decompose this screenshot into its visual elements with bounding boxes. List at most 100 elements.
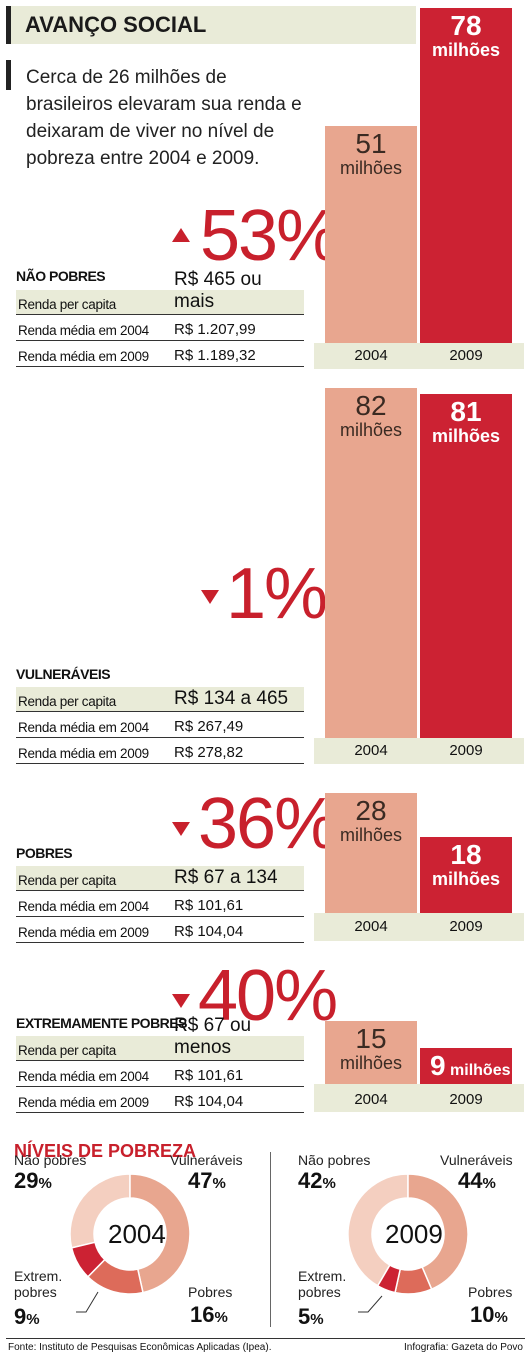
change-percent: 53% xyxy=(200,196,340,276)
row-value: R$ 278,82 xyxy=(174,744,244,761)
bar-unit: milhões xyxy=(450,1062,511,1079)
row-label: Renda per capita xyxy=(18,873,117,888)
value-nao-pobres: 29% xyxy=(14,1168,52,1194)
row-per-capita: Renda per capita R$ 67 a 134 xyxy=(16,866,304,891)
bar-2009 xyxy=(420,1048,512,1084)
slice-nao-pobres xyxy=(347,1173,409,1287)
down-arrow-icon xyxy=(172,822,190,836)
slice-extrem xyxy=(70,1241,106,1278)
value-vulneraveis: 44% xyxy=(458,1168,496,1194)
row-label: Renda per capita xyxy=(18,297,117,312)
bar-value: 78 xyxy=(450,10,482,41)
donut-year: 2009 xyxy=(385,1219,443,1249)
change-percent: 1% xyxy=(226,554,328,634)
row-label: Renda média em 2004 xyxy=(18,720,149,735)
row-label: Renda per capita xyxy=(18,1043,117,1058)
bar-2004: 28 milhões xyxy=(325,793,417,913)
value-pobres: 16% xyxy=(190,1302,228,1328)
bar-2009: 78 milhões xyxy=(420,8,512,343)
year-label-2009: 2009 xyxy=(449,918,483,935)
donut-chart-2009 xyxy=(347,1173,469,1295)
row-renda-2009: Renda média em 2009 R$ 104,04 xyxy=(16,1088,304,1113)
footer-rule xyxy=(6,1338,525,1339)
label-line: Extrem. xyxy=(298,1268,347,1284)
group-title: POBRES xyxy=(16,845,73,861)
bar-chart-footer xyxy=(314,738,524,764)
slice-vulneraveis xyxy=(129,1173,191,1294)
row-renda-2004: Renda média em 2004 R$ 267,49 xyxy=(16,713,304,738)
footer-source: Fonte: Instituto de Pesquisas Econômicas… xyxy=(8,1342,272,1353)
percent-sign: % xyxy=(310,1311,324,1328)
up-arrow-icon xyxy=(172,228,190,242)
row-renda-2009: Renda média em 2009 R$ 1.189,32 xyxy=(16,342,304,367)
percent-sign: % xyxy=(26,1311,40,1328)
row-value: R$ 101,61 xyxy=(174,897,244,914)
label-nao-pobres: Não pobres xyxy=(14,1152,87,1168)
bar-value: 82 xyxy=(355,390,387,421)
value-pobres: 10% xyxy=(470,1302,508,1328)
value-number: 5 xyxy=(298,1304,311,1329)
bar-inline-label: 9 milhões xyxy=(430,1050,511,1082)
year-label-2009: 2009 xyxy=(449,347,483,364)
change-percent: 36% xyxy=(198,784,338,864)
year-label-2004: 2004 xyxy=(354,742,388,759)
percent-sign: % xyxy=(38,1175,52,1192)
row-label: Renda média em 2009 xyxy=(18,925,149,940)
row-label: Renda média em 2004 xyxy=(18,323,149,338)
value-extrem: 5% xyxy=(298,1304,324,1330)
slice-vulneraveis xyxy=(407,1173,469,1291)
row-per-capita: Renda per capita R$ 134 a 465 xyxy=(16,687,304,712)
leader-line xyxy=(358,1295,383,1313)
row-label: Renda média em 2009 xyxy=(18,1095,149,1110)
percent-sign: % xyxy=(494,1309,508,1326)
divider xyxy=(270,1152,271,1327)
percent-sign: % xyxy=(212,1175,226,1192)
bar-unit: milhões xyxy=(431,869,501,889)
value-number: 47 xyxy=(188,1168,213,1193)
intro-text: Cerca de 26 milhões de brasileiros eleva… xyxy=(26,67,302,169)
group-title: NÃO POBRES xyxy=(16,268,106,284)
value-number: 10 xyxy=(470,1302,495,1327)
percent-sign: % xyxy=(214,1309,228,1326)
bar-value: 9 xyxy=(430,1050,446,1081)
label-line: pobres xyxy=(298,1284,341,1300)
label-pobres: Pobres xyxy=(468,1284,513,1300)
section-title: NÍVEIS DE POBREZA xyxy=(14,1141,197,1161)
row-value: R$ 1.189,32 xyxy=(174,347,256,364)
row-value: R$ 267,49 xyxy=(174,718,244,735)
row-renda-2009: Renda média em 2009 R$ 278,82 xyxy=(16,739,304,764)
bar-2004: 82 milhões xyxy=(325,388,417,738)
bar-unit: milhões xyxy=(339,420,403,440)
value-number: 9 xyxy=(14,1304,27,1329)
bar-value: 51 xyxy=(355,128,387,159)
year-label-2004: 2004 xyxy=(354,1091,388,1108)
bar-2009: 81 milhões xyxy=(420,394,512,738)
row-renda-2009: Renda média em 2009 R$ 104,04 xyxy=(16,918,304,943)
title-bar: AVANÇO SOCIAL xyxy=(6,6,416,44)
page-title: AVANÇO SOCIAL xyxy=(25,12,207,37)
group-title: VULNERÁVEIS xyxy=(16,666,111,682)
value-number: 44 xyxy=(458,1168,483,1193)
bar-2004: 51 milhões xyxy=(325,126,417,343)
row-label: Renda média em 2009 xyxy=(18,349,149,364)
bar-unit: milhões xyxy=(431,40,501,60)
bar-unit: milhões xyxy=(339,1053,403,1073)
label-vulneraveis: Vulneráveis xyxy=(170,1152,243,1168)
bar-chart-footer xyxy=(314,343,524,369)
leader-line xyxy=(76,1291,99,1313)
bar-2009: 18 milhões xyxy=(420,837,512,913)
row-value: R$ 104,04 xyxy=(174,923,244,940)
year-label-2009: 2009 xyxy=(449,1091,483,1108)
value-extrem: 9% xyxy=(14,1304,40,1330)
row-per-capita: Renda per capita R$ 67 ou menos xyxy=(16,1015,304,1061)
value-number: 42 xyxy=(298,1168,323,1193)
row-label: Renda média em 2004 xyxy=(18,899,149,914)
bar-value: 28 xyxy=(355,795,387,826)
bar-unit: milhões xyxy=(339,825,403,845)
row-label: Renda per capita xyxy=(18,694,117,709)
bar-chart-footer xyxy=(314,913,524,941)
year-label-2004: 2004 xyxy=(354,347,388,364)
bar-value: 81 xyxy=(450,396,482,427)
label-nao-pobres: Não pobres xyxy=(298,1152,371,1168)
row-renda-2004: Renda média em 2004 R$ 101,61 xyxy=(16,892,304,917)
